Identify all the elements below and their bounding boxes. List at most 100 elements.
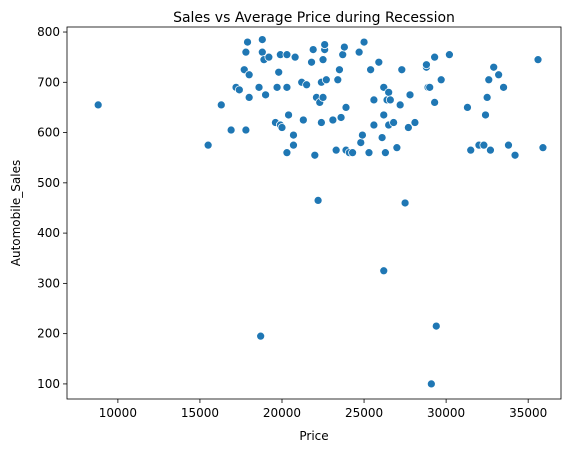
data-point (494, 70, 504, 80)
data-point (341, 103, 351, 112)
data-points (93, 35, 548, 389)
data-point (369, 120, 379, 130)
data-point (538, 143, 548, 153)
data-point (282, 148, 292, 158)
data-point (308, 45, 318, 54)
data-point (282, 50, 292, 60)
data-point (479, 140, 489, 150)
x-axis-label: Price (299, 429, 328, 443)
data-point (403, 123, 413, 132)
data-point (381, 148, 390, 158)
data-point (356, 138, 366, 147)
data-point (422, 60, 431, 70)
data-point (241, 125, 251, 135)
data-point (431, 321, 441, 331)
data-point (307, 57, 316, 67)
data-point (379, 266, 389, 276)
data-point (216, 100, 226, 110)
data-point (384, 87, 394, 97)
data-point (277, 123, 287, 132)
data-point (466, 145, 476, 155)
data-point (364, 148, 374, 158)
data-point (374, 57, 384, 67)
data-point (510, 150, 520, 160)
data-point (338, 50, 348, 60)
x-tick-label: 15000 (181, 406, 219, 420)
data-point (486, 145, 495, 155)
data-point (445, 50, 454, 60)
x-tick-label: 10000 (99, 406, 137, 420)
data-point (243, 37, 252, 47)
data-point (533, 55, 543, 65)
data-point (339, 42, 349, 52)
data-point (282, 82, 292, 92)
y-tick-label: 400 (37, 226, 60, 240)
data-point (430, 52, 440, 62)
data-point (426, 379, 436, 389)
y-tick-label: 100 (37, 377, 60, 391)
data-point (244, 70, 254, 80)
y-tick-label: 500 (37, 176, 60, 190)
data-point (369, 95, 379, 105)
data-point (93, 100, 103, 110)
chart-title: Sales vs Average Price during Recession (173, 10, 455, 26)
data-point (261, 90, 270, 100)
data-point (244, 93, 254, 102)
data-point (358, 130, 367, 140)
data-point (290, 52, 300, 62)
data-point (397, 65, 407, 75)
data-point (484, 75, 494, 85)
data-point (489, 62, 499, 72)
data-point (463, 103, 472, 112)
x-tick-label: 25000 (345, 406, 383, 420)
data-point (333, 75, 343, 85)
data-point (405, 90, 415, 100)
data-point (400, 198, 410, 208)
data-point (226, 125, 236, 135)
x-tick-label: 35000 (509, 406, 547, 420)
data-point (336, 113, 346, 122)
data-point (284, 110, 293, 120)
data-point (320, 40, 330, 49)
data-point (436, 75, 446, 85)
data-point (264, 52, 274, 62)
y-tick-label: 200 (37, 327, 60, 341)
y-tick-label: 800 (37, 25, 60, 39)
data-point (395, 100, 405, 110)
y-axis: 100 200 300 400 500 600 700 800 (37, 25, 67, 391)
data-point (359, 37, 369, 47)
data-point (256, 331, 266, 341)
y-tick-label: 600 (37, 126, 60, 140)
data-point (313, 196, 323, 205)
data-point (392, 143, 402, 153)
data-point (385, 95, 395, 105)
data-point (289, 130, 298, 140)
data-point (389, 118, 398, 127)
data-point (335, 65, 344, 75)
data-point (482, 93, 492, 102)
data-point (254, 82, 264, 92)
data-point (377, 133, 387, 142)
data-point (354, 47, 364, 57)
data-point (310, 150, 320, 160)
data-point (379, 110, 389, 120)
data-point (298, 115, 308, 125)
data-point (331, 145, 341, 155)
x-tick-label: 30000 (427, 406, 465, 420)
data-point (257, 35, 267, 44)
x-tick-label: 20000 (263, 406, 301, 420)
data-point (430, 98, 440, 107)
data-point (321, 75, 331, 85)
data-point (504, 140, 513, 150)
data-point (289, 140, 298, 150)
data-point (366, 65, 375, 75)
x-axis: 10000 15000 20000 25000 30000 35000 (99, 399, 547, 420)
plot-frame (66, 26, 562, 400)
data-point (499, 82, 508, 92)
y-tick-label: 700 (37, 75, 60, 89)
data-point (425, 82, 435, 92)
data-point (317, 118, 326, 127)
data-point (241, 47, 251, 57)
y-axis-label: Automobile_Sales (9, 160, 23, 267)
y-tick-label: 300 (37, 276, 60, 290)
